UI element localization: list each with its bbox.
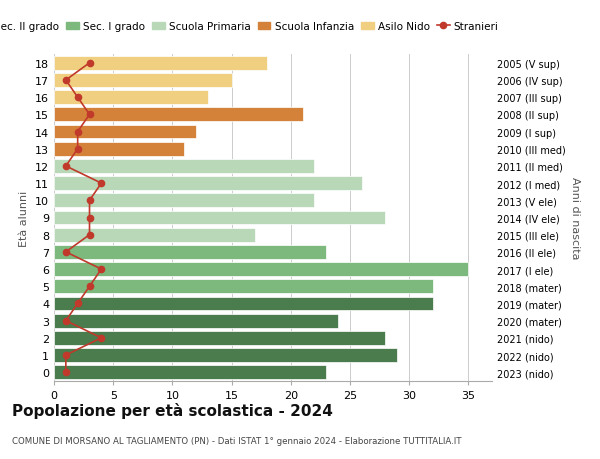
Bar [54,228,255,242]
Bar [54,74,232,88]
Y-axis label: Anni di nascita: Anni di nascita [569,177,580,259]
Y-axis label: Età alunni: Età alunni [19,190,29,246]
Bar [54,143,184,156]
Bar [54,194,314,208]
Bar [54,331,385,345]
Bar [54,280,433,293]
Text: COMUNE DI MORSANO AL TAGLIAMENTO (PN) - Dati ISTAT 1° gennaio 2024 - Elaborazion: COMUNE DI MORSANO AL TAGLIAMENTO (PN) - … [12,436,461,445]
Bar [54,57,267,71]
Bar [54,91,208,105]
Bar [54,263,469,276]
Bar [54,125,196,139]
Text: Popolazione per età scolastica - 2024: Popolazione per età scolastica - 2024 [12,403,333,419]
Bar [54,211,385,225]
Bar [54,108,302,122]
Bar [54,160,314,174]
Bar [54,297,433,311]
Legend: Sec. II grado, Sec. I grado, Scuola Primaria, Scuola Infanzia, Asilo Nido, Stran: Sec. II grado, Sec. I grado, Scuola Prim… [0,18,503,36]
Bar [54,177,362,190]
Bar [54,246,326,259]
Bar [54,365,326,379]
Bar [54,314,338,328]
Bar [54,348,397,362]
